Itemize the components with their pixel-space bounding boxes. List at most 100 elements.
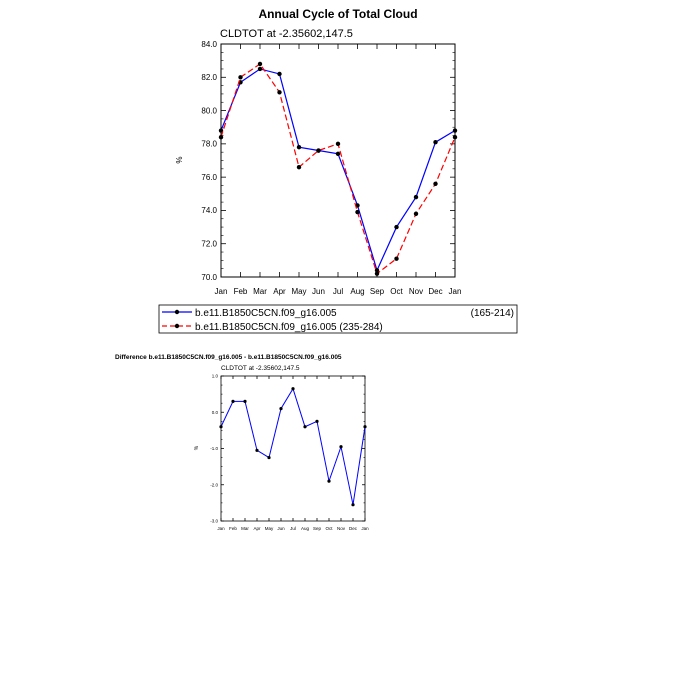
series-1-point bbox=[296, 144, 302, 150]
x-tick-label: Apr bbox=[273, 287, 286, 296]
y-tick-label: 80.0 bbox=[201, 106, 217, 115]
x-tick-label: May bbox=[265, 526, 274, 531]
x-tick-label: Jan bbox=[361, 526, 369, 531]
series-1-point bbox=[363, 425, 367, 429]
series-1-point bbox=[303, 425, 307, 429]
bottom-chart-plot-frame bbox=[220, 375, 366, 522]
y-tick-label: 1.0 bbox=[212, 374, 219, 379]
series-1-point bbox=[279, 407, 283, 411]
x-tick-label: Mar bbox=[241, 526, 249, 531]
x-tick-label: Jun bbox=[277, 526, 285, 531]
x-tick-label: Feb bbox=[229, 526, 237, 531]
x-tick-label: Jan bbox=[215, 287, 228, 296]
top-chart: CLDTOT at -2.35602,147.5 70.0 72.0 74.0 76.… bbox=[175, 28, 461, 296]
series-1-point bbox=[231, 399, 235, 403]
series-1-point bbox=[374, 268, 380, 273]
legend-marker-series-1 bbox=[174, 309, 180, 315]
x-tick-label: Jul bbox=[290, 526, 296, 531]
x-tick-label: Mar bbox=[253, 287, 267, 296]
series-2-point bbox=[413, 211, 419, 216]
x-tick-label: Dec bbox=[428, 287, 442, 296]
top-chart-subtitle: CLDTOT at -2.35602,147.5 bbox=[220, 28, 353, 40]
series-1-point bbox=[452, 128, 458, 133]
y-tick-label: 0.0 bbox=[212, 410, 219, 415]
bottom-chart-subtitle: CLDTOT at -2.35602,147.5 bbox=[221, 365, 300, 372]
x-tick-label: Jan bbox=[449, 287, 462, 296]
series-2-point bbox=[257, 61, 263, 67]
series-2-point bbox=[218, 135, 224, 140]
bottom-chart-title: Difference b.e11.B1850C5CN.f09_g16.005 -… bbox=[115, 354, 342, 361]
series-1-point bbox=[335, 151, 341, 157]
y-tick-label: 72.0 bbox=[201, 240, 217, 249]
x-tick-label: Dec bbox=[349, 526, 358, 531]
bottom-chart-x-tick-labels: Jan Feb Mar Apr May Jun Jul Aug Sep Oct Nov Dec Jan bbox=[217, 526, 369, 531]
series-2-point bbox=[316, 148, 321, 153]
series-2-point bbox=[355, 209, 360, 215]
x-tick-label: Jan bbox=[217, 526, 225, 531]
series-1-point bbox=[327, 479, 331, 483]
x-tick-label: Sep bbox=[313, 526, 322, 531]
top-chart-y-axis-label: % bbox=[175, 156, 184, 163]
x-tick-label: May bbox=[291, 287, 306, 296]
series-2-point bbox=[277, 90, 282, 95]
top-chart-ticks bbox=[220, 43, 456, 278]
y-tick-label: 74.0 bbox=[201, 206, 217, 215]
legend-label-series-1: b.e11.B1850C5CN.f09_g16.005 bbox=[195, 308, 337, 319]
top-chart-plot-frame bbox=[220, 43, 456, 278]
series-1-point bbox=[218, 128, 224, 133]
series-2-point bbox=[335, 141, 341, 147]
y-tick-label: 76.0 bbox=[201, 173, 217, 182]
y-tick-label: -2.0 bbox=[210, 482, 218, 487]
series-1-point bbox=[394, 224, 399, 230]
bottom-chart-series bbox=[219, 387, 367, 507]
series-1-point bbox=[351, 503, 355, 507]
series-1-point bbox=[255, 448, 259, 452]
series-1-point bbox=[315, 419, 319, 423]
x-tick-label: Aug bbox=[301, 526, 310, 531]
series-1-point bbox=[433, 139, 438, 145]
series-2-point bbox=[433, 181, 438, 186]
x-tick-label: Sep bbox=[370, 287, 385, 296]
y-tick-label: 70.0 bbox=[201, 273, 217, 282]
bottom-chart-y-axis-label: % bbox=[194, 445, 200, 450]
y-tick-label: -3.0 bbox=[210, 519, 218, 524]
top-chart-series bbox=[218, 61, 458, 276]
series-line-1 bbox=[220, 387, 366, 505]
y-tick-label: -1.0 bbox=[210, 446, 218, 451]
series-1-point bbox=[277, 71, 282, 77]
legend-marker-series-2 bbox=[174, 323, 180, 329]
series-1-point bbox=[413, 194, 419, 200]
x-tick-label: Nov bbox=[409, 287, 423, 296]
series-1-point bbox=[291, 387, 295, 391]
x-tick-label: Nov bbox=[337, 526, 346, 531]
x-tick-label: Oct bbox=[325, 526, 333, 531]
series-1-point bbox=[257, 66, 263, 72]
y-tick-label: 78.0 bbox=[201, 140, 217, 149]
y-tick-label: 84.0 bbox=[201, 40, 217, 49]
legend-frame bbox=[158, 304, 518, 334]
series-line-1 bbox=[220, 68, 456, 273]
x-tick-label: Aug bbox=[350, 287, 364, 296]
x-tick-label: Apr bbox=[253, 526, 261, 531]
series-2-point bbox=[452, 135, 458, 140]
series-1-point bbox=[267, 455, 271, 460]
top-chart-y-tick-labels: 70.0 72.0 74.0 76.0 78.0 80.0 82.0 84.0 bbox=[201, 40, 217, 282]
bottom-chart-y-tick-labels: -3.0 -2.0 -1.0 0.0 1.0 bbox=[210, 374, 218, 524]
legend-suffix-series-1: (165-214) bbox=[471, 308, 514, 319]
x-tick-label: Jun bbox=[312, 287, 325, 296]
series-1-point bbox=[219, 425, 223, 429]
legend-label-series-2: b.e11.B1850C5CN.f09_g16.005 (235-284) bbox=[195, 322, 383, 333]
x-tick-label: Feb bbox=[234, 287, 248, 296]
bottom-chart-ticks bbox=[220, 375, 366, 522]
series-2-point bbox=[394, 256, 399, 261]
top-chart-x-tick-labels: Jan Feb Mar Apr May Jun Jul Aug Sep Oct Nov Dec Jan bbox=[215, 287, 462, 296]
x-tick-label: Jul bbox=[333, 287, 343, 296]
legend: b.e11.B1850C5CN.f09_g16.005 (165-214) b.… bbox=[158, 304, 518, 334]
y-tick-label: 82.0 bbox=[201, 73, 217, 82]
x-tick-label: Oct bbox=[390, 287, 403, 296]
series-1-point bbox=[243, 399, 247, 403]
series-2-point bbox=[238, 75, 243, 80]
series-line-2 bbox=[220, 63, 456, 275]
series-1-point bbox=[339, 445, 343, 449]
